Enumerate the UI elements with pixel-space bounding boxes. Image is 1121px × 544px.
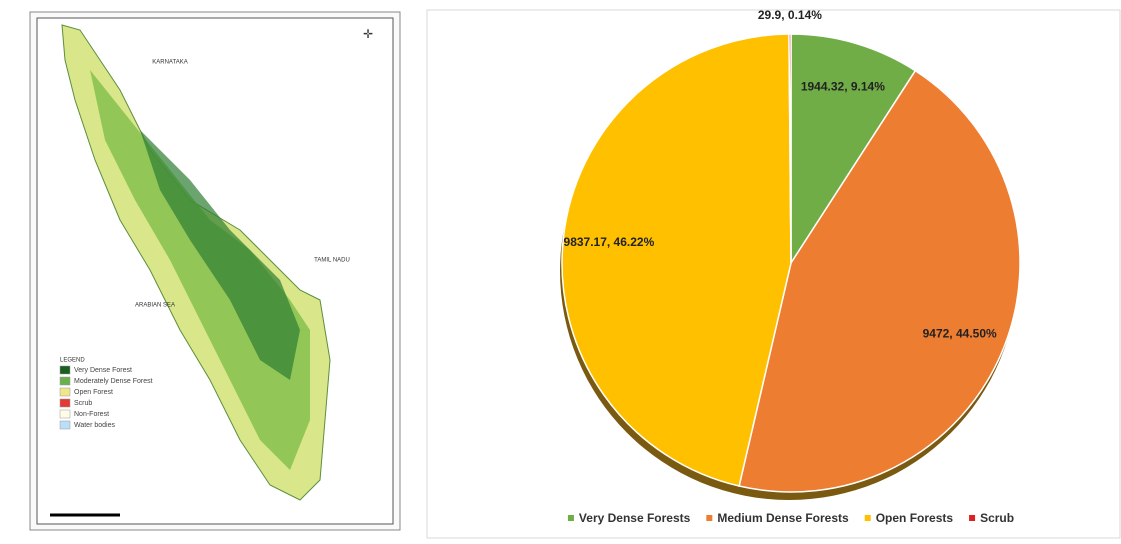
legend: Very Dense Forests Medium Dense Forests Op… bbox=[568, 511, 1014, 525]
legend-label: Very Dense Forests bbox=[579, 511, 691, 525]
chart: 1944.32, 9.14% 9472, 44.50% 9837.17, 46.22… bbox=[560, 8, 1020, 525]
map-legend-label: Scrub bbox=[74, 400, 92, 407]
north-arrow: ✛ bbox=[363, 27, 373, 41]
legend-swatch bbox=[969, 515, 975, 521]
legend-label: Open Forests bbox=[876, 511, 954, 525]
map-legend-label: Very Dense Forest bbox=[74, 367, 132, 374]
map-label: ARABIAN SEA bbox=[135, 303, 175, 309]
map-legend-swatch bbox=[60, 366, 70, 374]
legend-swatch bbox=[706, 515, 712, 521]
data-label: 9837.17, 46.22% bbox=[564, 235, 655, 249]
map-label: KARNATAKA bbox=[152, 60, 187, 66]
legend-swatch bbox=[865, 515, 871, 521]
data-label: 1944.32, 9.14% bbox=[801, 79, 885, 93]
legend-swatch bbox=[568, 515, 574, 521]
map-legend-swatch bbox=[60, 410, 70, 418]
legend-label: Scrub bbox=[980, 511, 1014, 525]
map-legend-label: Non-Forest bbox=[74, 411, 109, 418]
map-label: TAMIL NADU bbox=[314, 258, 350, 264]
map-panel: KARNATAKA TAMIL NADU ARABIAN SEA ✛ LEGEN… bbox=[30, 12, 400, 530]
map-legend-swatch bbox=[60, 399, 70, 407]
map-legend-swatch bbox=[60, 377, 70, 385]
data-label: 29.9, 0.14% bbox=[758, 8, 822, 22]
data-label: 9472, 44.50% bbox=[923, 327, 997, 341]
map-legend-label: Open Forest bbox=[74, 389, 113, 396]
legend-label: Medium Dense Forests bbox=[717, 511, 849, 525]
map-legend-label: Moderately Dense Forest bbox=[74, 378, 153, 385]
map-legend-swatch bbox=[60, 388, 70, 396]
map-legend-label: Water bodies bbox=[74, 422, 115, 429]
page: KARNATAKA TAMIL NADU ARABIAN SEA ✛ LEGEN… bbox=[0, 0, 1121, 539]
map-legend-swatch bbox=[60, 421, 70, 429]
map-legend-title: LEGEND bbox=[60, 358, 85, 364]
